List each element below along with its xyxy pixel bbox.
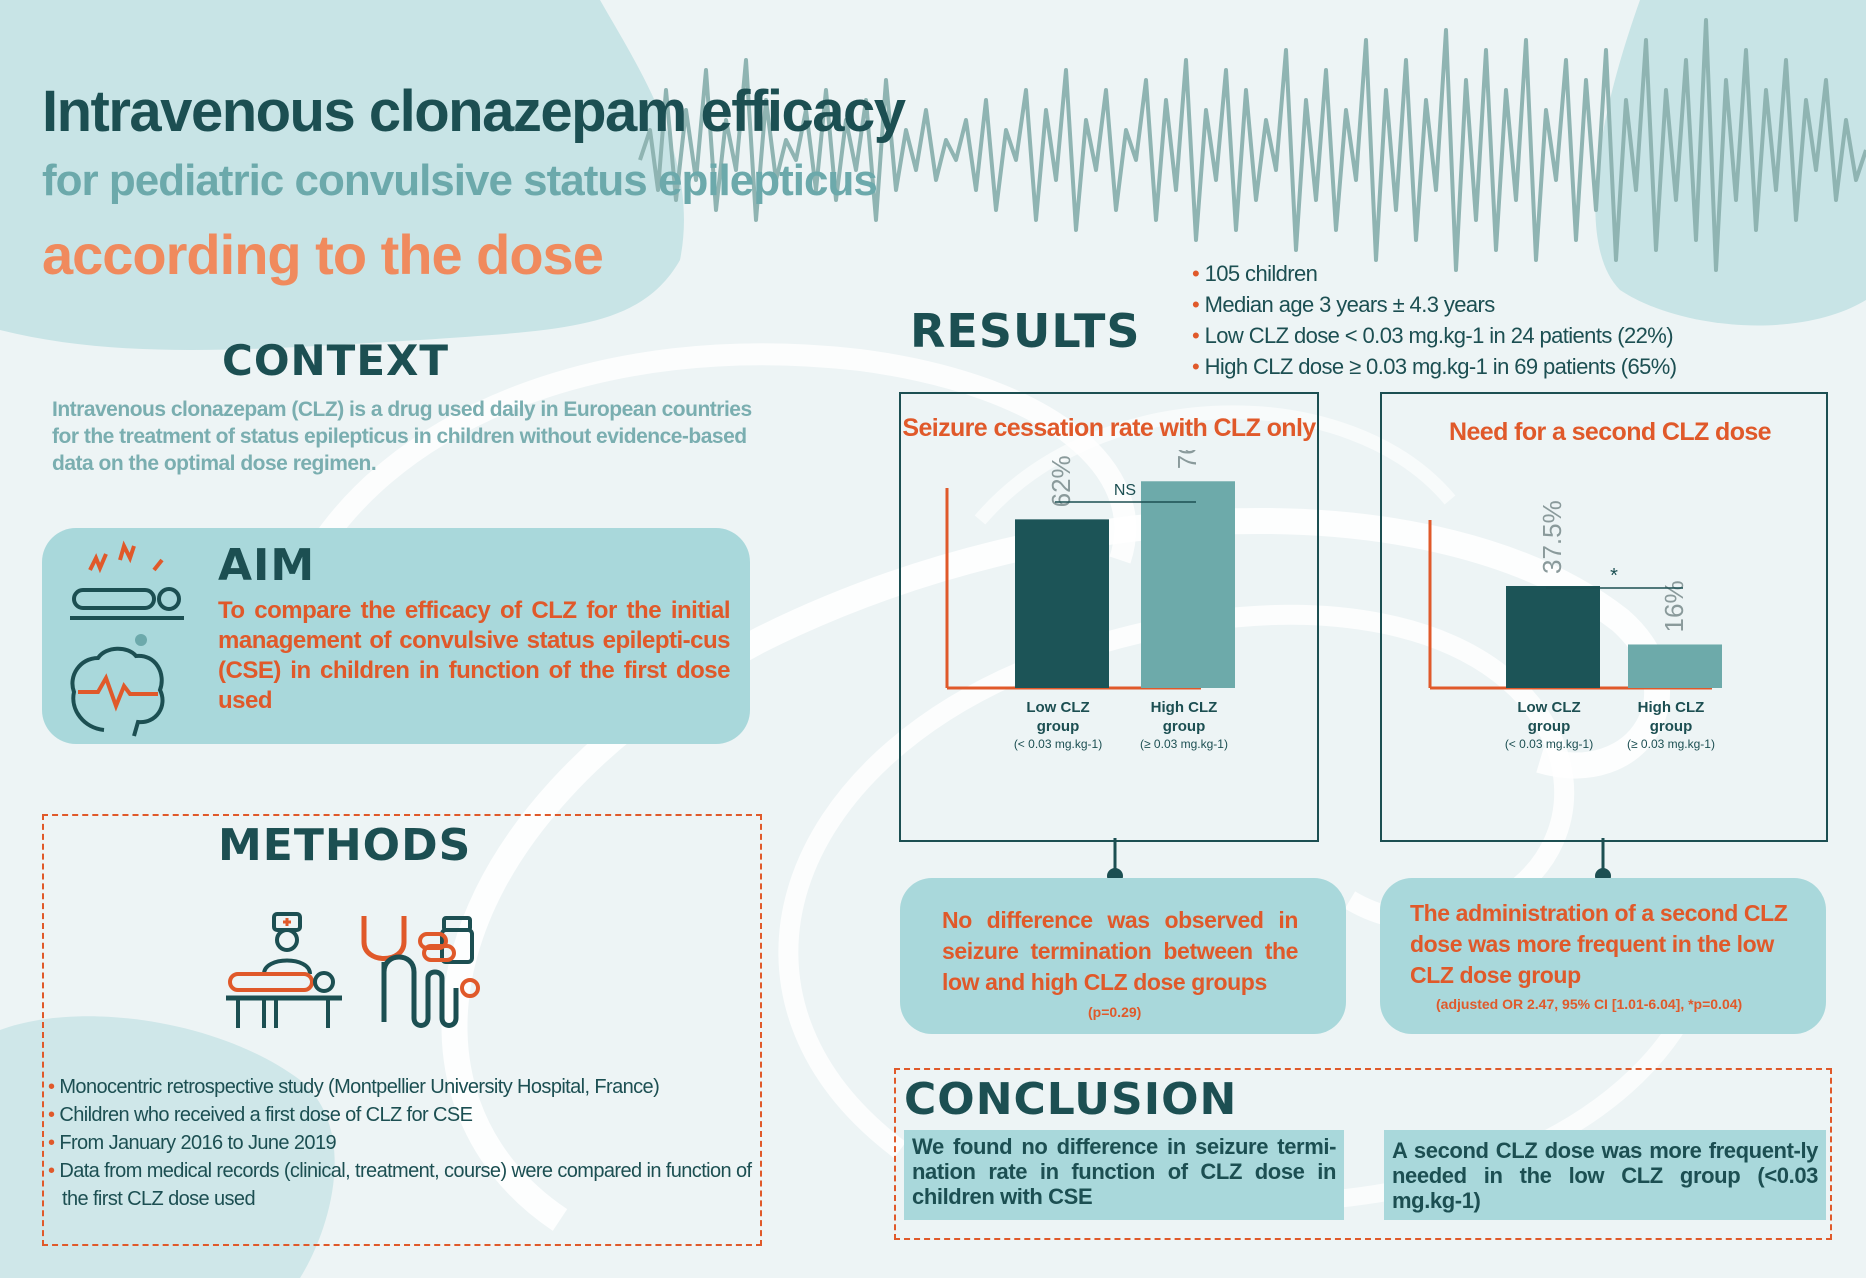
category-note: (< 0.03 mg.kg-1): [1014, 737, 1102, 751]
stethoscope-medicine-icon: [361, 916, 480, 1028]
category-label: Low CLZ: [1026, 699, 1089, 716]
list-item: • 105 children: [1192, 261, 1318, 286]
methods-heading: METHODS: [218, 820, 472, 871]
callout-right-note: (adjusted OR 2.47, 95% CI [1.01-6.04], *…: [1436, 996, 1743, 1012]
category-label: group: [1528, 718, 1571, 735]
category-label: High CLZ: [1638, 699, 1705, 716]
category-note: (≥ 0.03 mg.kg-1): [1140, 737, 1228, 751]
seizure-patient-icon: [70, 540, 184, 646]
title-main: Intravenous clonazepam efficacy: [42, 79, 906, 144]
results-heading: RESULTS: [910, 304, 1141, 358]
significance-label: NS: [1114, 482, 1136, 499]
category-label: group: [1163, 718, 1206, 735]
aim-text: To compare the efficacy of CLZ for the i…: [218, 597, 731, 714]
bar-value-label: 76%: [1172, 450, 1202, 469]
title-sub: for pediatric convulsive status epilepti…: [42, 156, 878, 205]
conclusion-left-text: We found no difference in seizure termi-…: [912, 1134, 1336, 1209]
callout-right-text: The administration of a second CLZ dose …: [1410, 900, 1788, 988]
bar-high-clz: [1628, 644, 1722, 688]
list-item: • Data from medical records (clinical, t…: [48, 1160, 752, 1210]
category-note: (≥ 0.03 mg.kg-1): [1627, 737, 1715, 751]
conclusion-right-text: A second CLZ dose was more frequent-ly n…: [1392, 1138, 1818, 1213]
list-item: • High CLZ dose ≥ 0.03 mg.kg-1 in 69 pat…: [1192, 354, 1677, 379]
list-item: • Median age 3 years ± 4.3 years: [1192, 292, 1495, 317]
title-accent: according to the dose: [42, 223, 604, 286]
doctor-patient-icon: [226, 912, 342, 1028]
callout-left: [900, 878, 1346, 1034]
results-bullet-list: • 105 children • Median age 3 years ± 4.…: [1192, 258, 1677, 382]
conclusion-left-box: [904, 1130, 1344, 1220]
category-label: High CLZ: [1151, 699, 1218, 716]
category-note: (< 0.03 mg.kg-1): [1505, 737, 1593, 751]
bar-value-label: 16%: [1659, 580, 1689, 632]
methods-box: [42, 814, 762, 1246]
bar-value-label: 37.5%: [1537, 500, 1567, 574]
conclusion-heading: CONCLUSION: [904, 1074, 1238, 1125]
category-label: group: [1650, 718, 1693, 735]
bar-value-label: 62%: [1046, 455, 1076, 507]
methods-bullet-list: • Monocentric retrospective study (Montp…: [48, 1073, 768, 1213]
chart-second-dose: 37.5% Low CLZ group (< 0.03 mg.kg-1) 16% High…: [1428, 500, 1722, 751]
context-text: Intravenous clonazepam (CLZ) is a drug u…: [52, 398, 752, 475]
list-item: • Low CLZ dose < 0.03 mg.kg-1 in 24 pati…: [1192, 323, 1674, 348]
aim-heading: AIM: [218, 540, 316, 591]
significance-label: *: [1610, 565, 1618, 587]
category-label: Low CLZ: [1517, 699, 1580, 716]
chart-panel-seizure-cessation: [899, 392, 1319, 842]
bar-low-clz: [1015, 519, 1109, 688]
context-heading: CONTEXT: [222, 336, 450, 385]
conclusion-box: [894, 1068, 1832, 1240]
chart-title: Need for a second CLZ dose: [1449, 418, 1772, 446]
chart-title: Seizure cessation rate with CLZ only: [902, 414, 1316, 442]
bar-low-clz: [1506, 586, 1600, 688]
brain-pulse-icon: [70, 646, 165, 737]
conclusion-right-box: [1384, 1130, 1826, 1220]
callout-left-note: (p=0.29): [1088, 1004, 1142, 1020]
callout-left-text: No difference was observed in seizure te…: [942, 907, 1298, 995]
list-item: • Children who received a first dose of …: [48, 1104, 473, 1126]
callout-right: [1380, 878, 1826, 1034]
list-item: • Monocentric retrospective study (Montp…: [48, 1076, 660, 1098]
bar-high-clz: [1141, 481, 1235, 688]
chart-seizure-cessation: 62% Low CLZ group (< 0.03 mg.kg-1) 76% High C…: [945, 450, 1235, 751]
list-item: • From January 2016 to June 2019: [48, 1132, 337, 1154]
category-label: group: [1037, 718, 1080, 735]
